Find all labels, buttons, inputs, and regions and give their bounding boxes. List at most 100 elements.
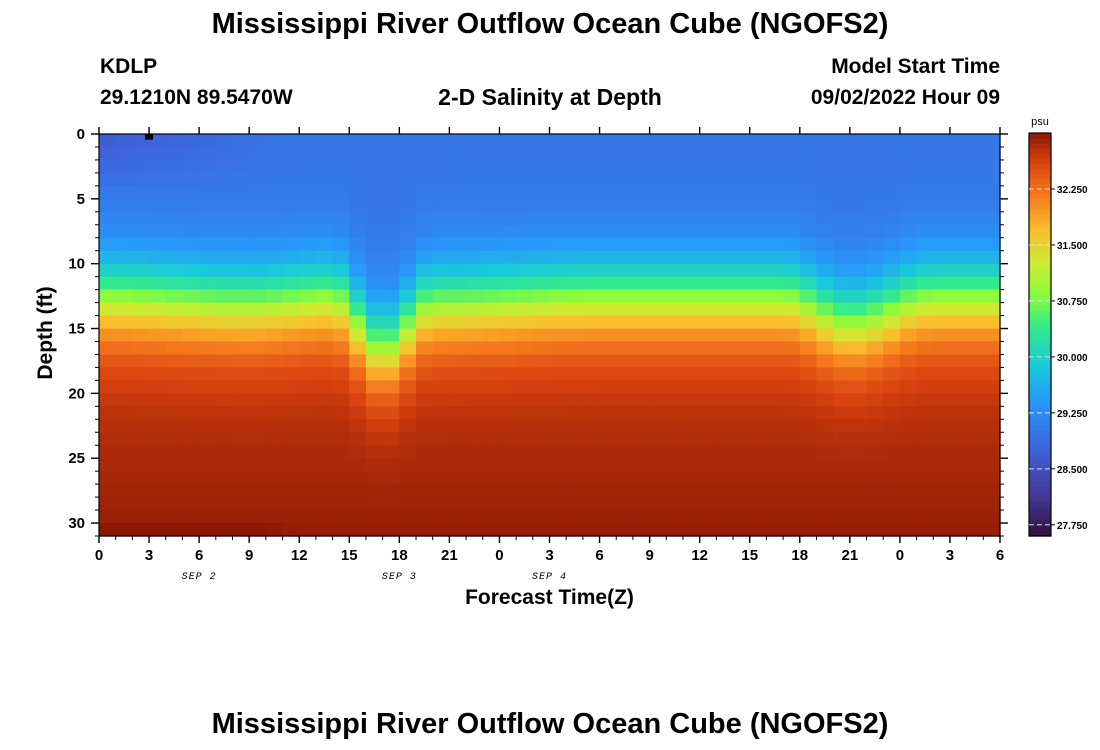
heatmap-cell xyxy=(632,510,651,524)
heatmap-cell xyxy=(482,328,501,343)
heatmap-cell xyxy=(165,315,184,330)
heatmap-cell xyxy=(983,211,1001,226)
heatmap-cell xyxy=(566,458,584,472)
heatmap-cell xyxy=(949,458,968,472)
heatmap-cell xyxy=(766,237,784,252)
heatmap-cell xyxy=(749,250,768,265)
heatmap-cell xyxy=(416,497,434,511)
heatmap-cell xyxy=(416,406,434,420)
heatmap-cell xyxy=(416,146,434,161)
heatmap-cell xyxy=(566,497,584,511)
heatmap-cell xyxy=(883,134,901,148)
heatmap-cell xyxy=(849,406,868,420)
heatmap-cell xyxy=(866,328,884,343)
heatmap-cell xyxy=(416,302,434,317)
heatmap-cell xyxy=(716,328,734,343)
heatmap-cell xyxy=(866,224,884,239)
heatmap-cell xyxy=(566,302,584,317)
heatmap-cell xyxy=(949,445,968,459)
heatmap-cell xyxy=(866,354,884,369)
heatmap-cell xyxy=(232,172,250,187)
heatmap-cell xyxy=(733,211,751,226)
heatmap-cell xyxy=(382,458,400,472)
heatmap-cell xyxy=(899,458,918,472)
heatmap-cell xyxy=(716,367,734,381)
heatmap-cell xyxy=(449,289,467,304)
heatmap-cell xyxy=(416,134,434,148)
heatmap-cell xyxy=(182,354,200,369)
heatmap-cell xyxy=(115,445,133,459)
heatmap-cell xyxy=(532,328,551,343)
heatmap-cell xyxy=(699,406,717,420)
heatmap-cell xyxy=(816,471,834,485)
heatmap-cell xyxy=(966,172,984,187)
heatmap-cell xyxy=(833,263,851,278)
heatmap-cell xyxy=(265,328,284,343)
heatmap-cell xyxy=(499,367,517,381)
heatmap-cell xyxy=(299,289,317,304)
heatmap-cell xyxy=(899,250,918,265)
heatmap-cell xyxy=(199,484,217,498)
heatmap-cell xyxy=(332,484,350,498)
heatmap-cell xyxy=(466,458,484,472)
heatmap-cell xyxy=(816,237,834,252)
heatmap-cell xyxy=(432,380,450,394)
heatmap-cell xyxy=(199,510,217,524)
heatmap-cell xyxy=(149,458,167,472)
heatmap-cell xyxy=(933,250,951,265)
heatmap-cell xyxy=(833,211,851,226)
heatmap-cell xyxy=(549,224,567,239)
heatmap-cell xyxy=(282,445,300,459)
heatmap-cell xyxy=(132,172,150,187)
heatmap-cell xyxy=(866,523,884,537)
heatmap-cell xyxy=(482,315,501,330)
heatmap-cell xyxy=(315,458,334,472)
heatmap-cell xyxy=(399,263,417,278)
heatmap-cell xyxy=(215,523,234,537)
heatmap-cell xyxy=(783,380,801,394)
heatmap-cell xyxy=(449,393,467,407)
heatmap-cell xyxy=(199,458,217,472)
heatmap-cell xyxy=(299,185,317,200)
heatmap-cell xyxy=(599,380,617,394)
heatmap-cell xyxy=(783,302,801,317)
heatmap-cell xyxy=(766,159,784,174)
heatmap-cell xyxy=(466,367,484,381)
heatmap-cell xyxy=(883,510,901,524)
heatmap-cell xyxy=(816,328,834,343)
heatmap-cell xyxy=(365,393,384,407)
heatmap-cell xyxy=(165,198,184,213)
heatmap-cell xyxy=(783,445,801,459)
heatmap-cell xyxy=(132,471,150,485)
heatmap-cell xyxy=(849,185,868,200)
heatmap-cell xyxy=(215,185,234,200)
x-tick-label: 18 xyxy=(791,547,808,564)
heatmap-cell xyxy=(399,419,417,433)
heatmap-cell xyxy=(165,380,184,394)
heatmap-cell xyxy=(315,354,334,369)
heatmap-cell xyxy=(99,198,117,213)
x-tick-label: 9 xyxy=(245,547,253,564)
heatmap-cell xyxy=(983,302,1001,317)
heatmap-cell xyxy=(315,263,334,278)
heatmap-cell xyxy=(115,276,133,291)
heatmap-cell xyxy=(799,302,818,317)
heatmap-cell xyxy=(449,380,467,394)
heatmap-cell xyxy=(399,134,417,148)
heatmap-cell xyxy=(783,159,801,174)
date-label: SEP 3 xyxy=(382,572,417,583)
heatmap-cell xyxy=(165,302,184,317)
heatmap-cell xyxy=(816,276,834,291)
heatmap-cell xyxy=(749,497,768,511)
heatmap-cell xyxy=(399,458,417,472)
heatmap-cell xyxy=(983,341,1001,356)
heatmap-cell xyxy=(315,393,334,407)
heatmap-cell xyxy=(382,406,400,420)
x-tick-label: 12 xyxy=(691,547,708,564)
model-start-label: Model Start Time xyxy=(831,55,1000,78)
heatmap-cell xyxy=(199,523,217,537)
heatmap-cell xyxy=(866,289,884,304)
heatmap-cell xyxy=(499,380,517,394)
heatmap-cell xyxy=(399,497,417,511)
heatmap-cell xyxy=(983,393,1001,407)
